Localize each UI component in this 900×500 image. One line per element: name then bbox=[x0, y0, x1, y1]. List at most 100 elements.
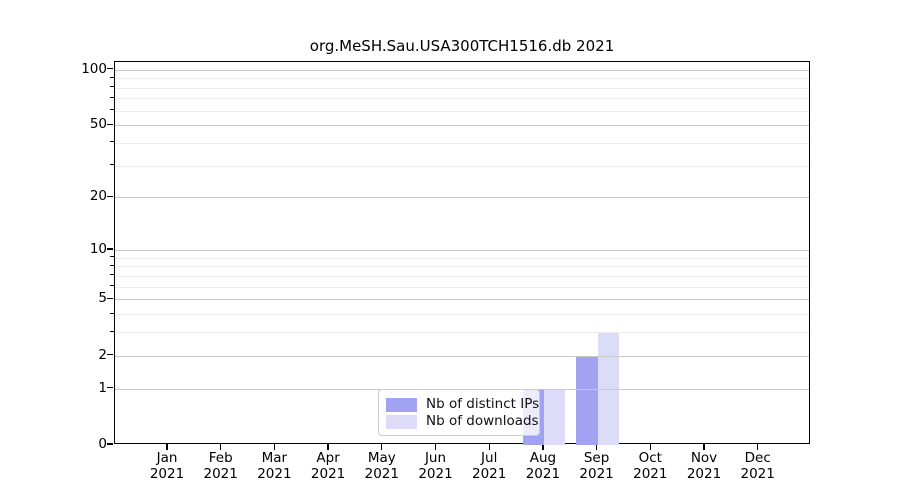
legend-swatch-downloads bbox=[386, 414, 417, 429]
x-tick bbox=[649, 444, 651, 450]
y-minor-tick bbox=[110, 274, 114, 276]
y-gridline-major bbox=[115, 125, 809, 127]
y-tick-label: 2 bbox=[98, 346, 107, 363]
x-tick-label: Mar 2021 bbox=[246, 450, 302, 482]
x-tick bbox=[434, 444, 437, 450]
y-gridline-minor bbox=[115, 286, 809, 288]
y-gridline-minor bbox=[115, 266, 809, 268]
x-tick-label: Jul 2021 bbox=[461, 450, 517, 482]
x-tick bbox=[273, 444, 276, 450]
x-tick-year: 2021 bbox=[525, 466, 561, 482]
y-gridline-minor bbox=[115, 314, 809, 316]
y-gridline-major bbox=[115, 197, 809, 199]
legend-label-downloads: Nb of downloads bbox=[426, 413, 539, 429]
x-tick-year: 2021 bbox=[633, 466, 668, 482]
legend-item-distinct-ips: Nb of distinct IPs bbox=[386, 397, 539, 412]
x-tick-label: Nov 2021 bbox=[676, 450, 732, 482]
y-tick bbox=[107, 386, 113, 389]
x-tick bbox=[488, 444, 490, 450]
bar-downloads bbox=[597, 332, 619, 445]
y-minor-tick bbox=[110, 76, 114, 78]
x-tick-label: Apr 2021 bbox=[300, 450, 356, 482]
y-tick-label: 20 bbox=[89, 188, 107, 205]
y-minor-tick bbox=[110, 256, 114, 258]
plot-area bbox=[114, 61, 810, 445]
x-tick-month: May bbox=[367, 450, 396, 466]
x-tick bbox=[381, 444, 383, 450]
y-gridline-minor bbox=[115, 332, 809, 334]
y-minor-tick bbox=[110, 109, 114, 111]
y-tick-label: 1 bbox=[98, 379, 107, 396]
x-tick-month: Aug bbox=[529, 450, 557, 466]
y-minor-tick bbox=[110, 96, 114, 98]
y-tick bbox=[107, 195, 113, 198]
y-minor-tick bbox=[110, 330, 114, 332]
chart-title: org.MeSH.Sau.USA300TCH1516.db 2021 bbox=[309, 37, 615, 55]
x-tick-month: Nov bbox=[690, 450, 718, 466]
y-gridline-minor bbox=[115, 78, 809, 80]
x-tick-year: 2021 bbox=[740, 466, 775, 482]
x-tick-month: Mar bbox=[261, 450, 288, 466]
y-gridline-major bbox=[115, 355, 809, 357]
x-tick-month: Feb bbox=[208, 450, 233, 466]
y-tick bbox=[107, 353, 113, 356]
y-minor-tick bbox=[110, 264, 114, 266]
x-tick-label: Jan 2021 bbox=[139, 450, 195, 482]
y-tick bbox=[107, 123, 113, 125]
x-tick-year: 2021 bbox=[579, 466, 614, 482]
y-minor-tick bbox=[110, 141, 114, 143]
x-tick-year: 2021 bbox=[364, 466, 399, 482]
y-minor-tick bbox=[110, 285, 114, 287]
y-minor-tick bbox=[110, 164, 114, 166]
legend-item-downloads: Nb of downloads bbox=[386, 414, 539, 429]
x-tick-year: 2021 bbox=[149, 466, 185, 482]
y-tick-label: 10 bbox=[89, 240, 107, 257]
y-tick-label: 5 bbox=[98, 290, 107, 307]
x-tick bbox=[542, 444, 544, 450]
y-tick-label: 0 bbox=[98, 436, 107, 452]
x-tick-label: Dec 2021 bbox=[730, 450, 786, 482]
y-tick bbox=[107, 443, 113, 445]
x-tick bbox=[327, 444, 329, 450]
y-gridline-minor bbox=[115, 165, 809, 167]
x-tick bbox=[166, 444, 168, 450]
y-minor-tick bbox=[110, 86, 114, 88]
x-tick bbox=[220, 444, 222, 450]
x-tick-label: Aug 2021 bbox=[515, 450, 571, 482]
y-tick-label: 100 bbox=[81, 60, 107, 77]
x-tick-label: Sep 2021 bbox=[569, 450, 625, 482]
y-gridline-major bbox=[115, 69, 809, 71]
y-tick-label: 50 bbox=[89, 116, 107, 133]
y-gridline-minor bbox=[115, 275, 809, 277]
x-tick-year: 2021 bbox=[472, 466, 507, 482]
y-gridline-minor bbox=[115, 98, 809, 100]
y-gridline-minor bbox=[115, 87, 809, 89]
y-gridline-minor bbox=[115, 257, 809, 259]
x-tick-month: Jul bbox=[481, 450, 498, 466]
y-gridline-minor bbox=[115, 142, 809, 144]
legend-label-distinct-ips: Nb of distinct IPs bbox=[426, 396, 540, 412]
x-tick-month: Jan bbox=[156, 450, 178, 466]
y-gridline-major bbox=[115, 299, 809, 301]
y-gridline-minor bbox=[115, 110, 809, 112]
y-tick bbox=[107, 248, 113, 250]
x-tick-label: Jun 2021 bbox=[408, 450, 464, 482]
x-tick-month: Sep bbox=[583, 450, 610, 466]
legend: Nb of distinct IPs Nb of downloads bbox=[378, 389, 540, 436]
x-tick-month: Apr bbox=[316, 450, 340, 466]
x-tick bbox=[703, 444, 705, 450]
x-tick-month: Jun bbox=[424, 450, 447, 466]
legend-swatch-distinct-ips bbox=[386, 397, 417, 412]
bar-distinct-ips bbox=[576, 355, 598, 445]
y-minor-tick bbox=[110, 312, 114, 314]
y-gridline-major bbox=[115, 249, 809, 251]
y-tick bbox=[107, 67, 113, 70]
x-tick-label: Oct 2021 bbox=[622, 450, 678, 482]
bar-downloads bbox=[543, 388, 566, 445]
x-tick-year: 2021 bbox=[257, 466, 292, 482]
x-tick-month: Oct bbox=[638, 450, 662, 466]
x-tick bbox=[757, 444, 759, 450]
x-tick-month: Dec bbox=[744, 450, 771, 466]
x-tick-label: Feb 2021 bbox=[193, 450, 249, 482]
